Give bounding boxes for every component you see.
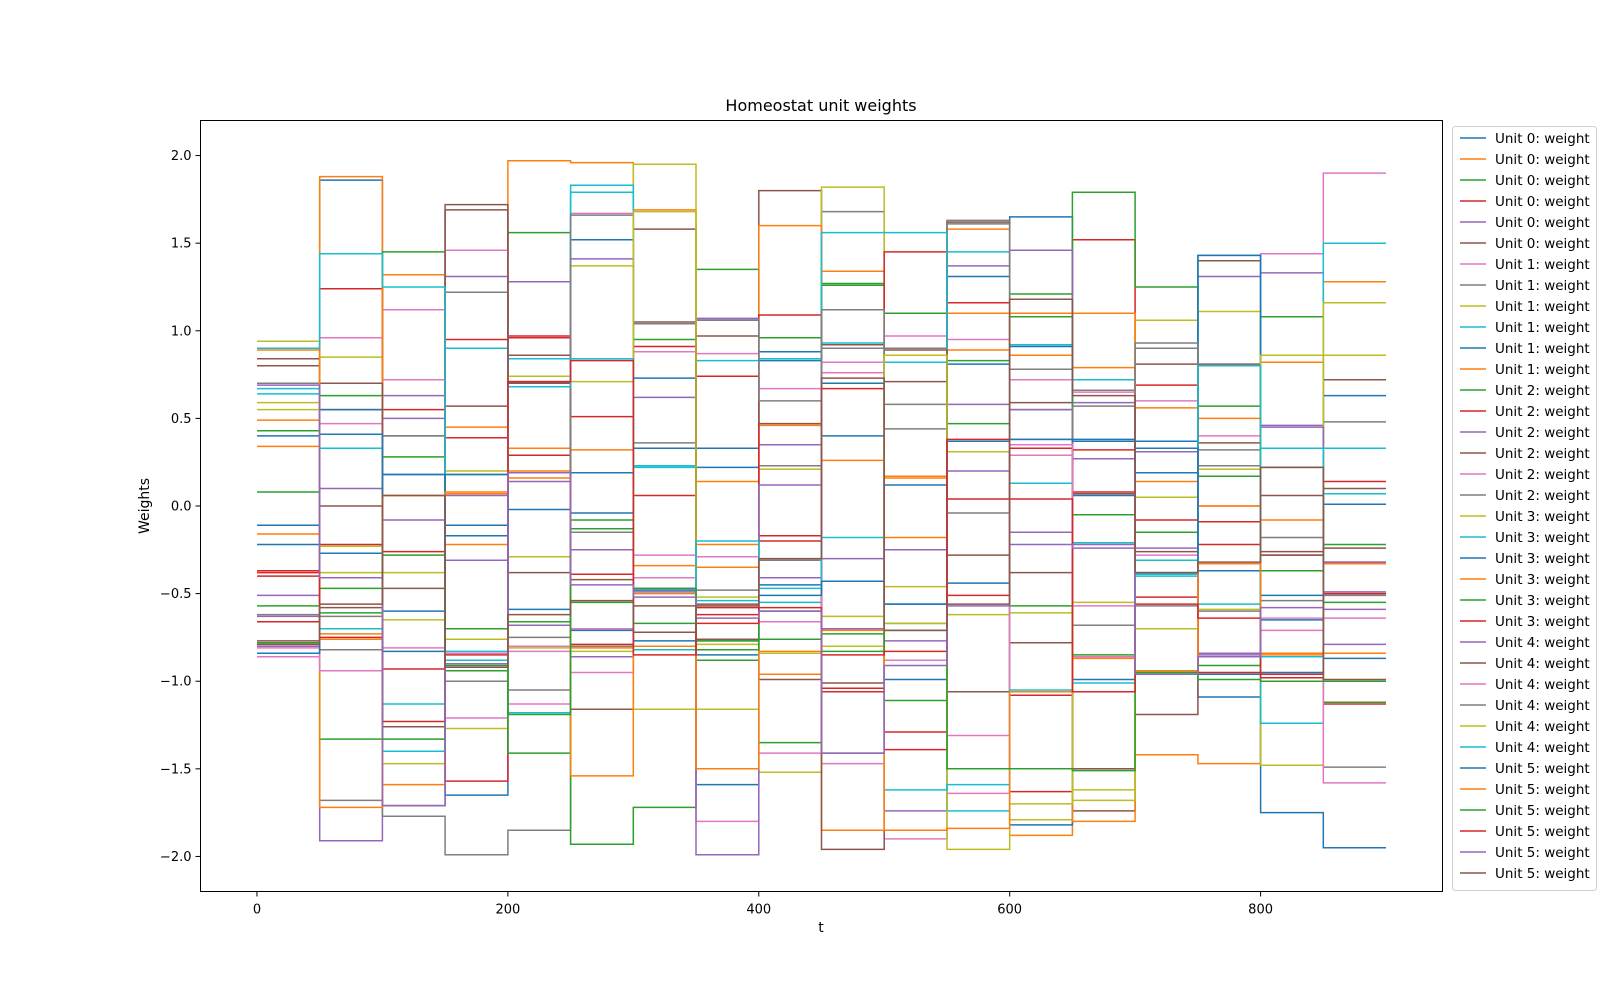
legend-label-28: Unit 4: weight bbox=[1495, 719, 1590, 735]
legend-label-9: Unit 1: weight bbox=[1495, 320, 1590, 336]
x-tick-label-2: 400 bbox=[746, 903, 771, 918]
legend-label-20: Unit 3: weight bbox=[1495, 551, 1590, 567]
legend-label-30: Unit 5: weight bbox=[1495, 761, 1590, 777]
legend-label-24: Unit 4: weight bbox=[1495, 635, 1590, 651]
legend-label-12: Unit 2: weight bbox=[1495, 383, 1590, 399]
legend-label-16: Unit 2: weight bbox=[1495, 467, 1590, 483]
legend-label-13: Unit 2: weight bbox=[1495, 404, 1590, 420]
legend-label-34: Unit 5: weight bbox=[1495, 845, 1590, 861]
legend-label-5: Unit 0: weight bbox=[1495, 236, 1590, 252]
legend-label-4: Unit 0: weight bbox=[1495, 215, 1590, 231]
legend-label-25: Unit 4: weight bbox=[1495, 656, 1590, 672]
legend-label-26: Unit 4: weight bbox=[1495, 677, 1590, 693]
legend-label-8: Unit 1: weight bbox=[1495, 299, 1590, 315]
legend-label-15: Unit 2: weight bbox=[1495, 446, 1590, 462]
legend-label-23: Unit 3: weight bbox=[1495, 614, 1590, 630]
legend-label-3: Unit 0: weight bbox=[1495, 194, 1590, 210]
legend-label-31: Unit 5: weight bbox=[1495, 782, 1590, 798]
x-tick-label-0: 0 bbox=[253, 903, 261, 918]
series-line-35 bbox=[257, 298, 1386, 681]
y-tick-label-3: −0.5 bbox=[160, 587, 192, 602]
legend-label-1: Unit 0: weight bbox=[1495, 152, 1590, 168]
chart-title: Homeostat unit weights bbox=[725, 96, 916, 115]
y-tick-label-7: 1.5 bbox=[171, 237, 192, 252]
y-tick-label-5: 0.5 bbox=[171, 412, 192, 427]
x-tick-label-1: 200 bbox=[495, 903, 520, 918]
legend: Unit 0: weight Unit 0: weight Unit 0: weig… bbox=[1452, 126, 1597, 891]
legend-label-18: Unit 3: weight bbox=[1495, 509, 1590, 525]
legend-label-11: Unit 1: weight bbox=[1495, 362, 1590, 378]
legend-label-35: Unit 5: weight bbox=[1495, 866, 1590, 882]
legend-label-2: Unit 0: weight bbox=[1495, 173, 1590, 189]
legend-label-22: Unit 3: weight bbox=[1495, 593, 1590, 609]
x-tick-label-3: 600 bbox=[997, 903, 1022, 918]
legend-label-0: Unit 0: weight bbox=[1495, 131, 1590, 147]
legend-label-21: Unit 3: weight bbox=[1495, 572, 1590, 588]
y-tick-label-8: 2.0 bbox=[171, 149, 192, 164]
legend-label-27: Unit 4: weight bbox=[1495, 698, 1590, 714]
legend-label-7: Unit 1: weight bbox=[1495, 278, 1590, 294]
legend-box bbox=[1452, 126, 1597, 891]
legend-label-29: Unit 4: weight bbox=[1495, 740, 1590, 756]
y-axis-label: Weights bbox=[137, 478, 153, 534]
legend-label-17: Unit 2: weight bbox=[1495, 488, 1590, 504]
legend-label-10: Unit 1: weight bbox=[1495, 341, 1590, 357]
x-axis-label: t bbox=[818, 920, 824, 936]
legend-label-33: Unit 5: weight bbox=[1495, 824, 1590, 840]
series-line-34 bbox=[257, 384, 1386, 807]
y-tick-label-0: −2.0 bbox=[160, 850, 192, 865]
legend-label-32: Unit 5: weight bbox=[1495, 803, 1590, 819]
x-tick-label-4: 800 bbox=[1248, 903, 1273, 918]
y-axis: −2.0 −1.5 −1.0 −0.5 0.0 0.5 1.0 1.5 2.0 bbox=[160, 149, 201, 865]
legend-label-14: Unit 2: weight bbox=[1495, 425, 1590, 441]
x-axis: 0 200 400 600 800 bbox=[253, 891, 1273, 918]
plot-area bbox=[257, 160, 1386, 856]
y-tick-label-6: 1.0 bbox=[171, 324, 192, 339]
y-tick-label-2: −1.0 bbox=[160, 675, 192, 690]
y-tick-label-4: 0.0 bbox=[171, 500, 192, 515]
legend-label-19: Unit 3: weight bbox=[1495, 530, 1590, 546]
legend-label-6: Unit 1: weight bbox=[1495, 257, 1590, 273]
y-tick-label-1: −1.5 bbox=[160, 762, 192, 777]
